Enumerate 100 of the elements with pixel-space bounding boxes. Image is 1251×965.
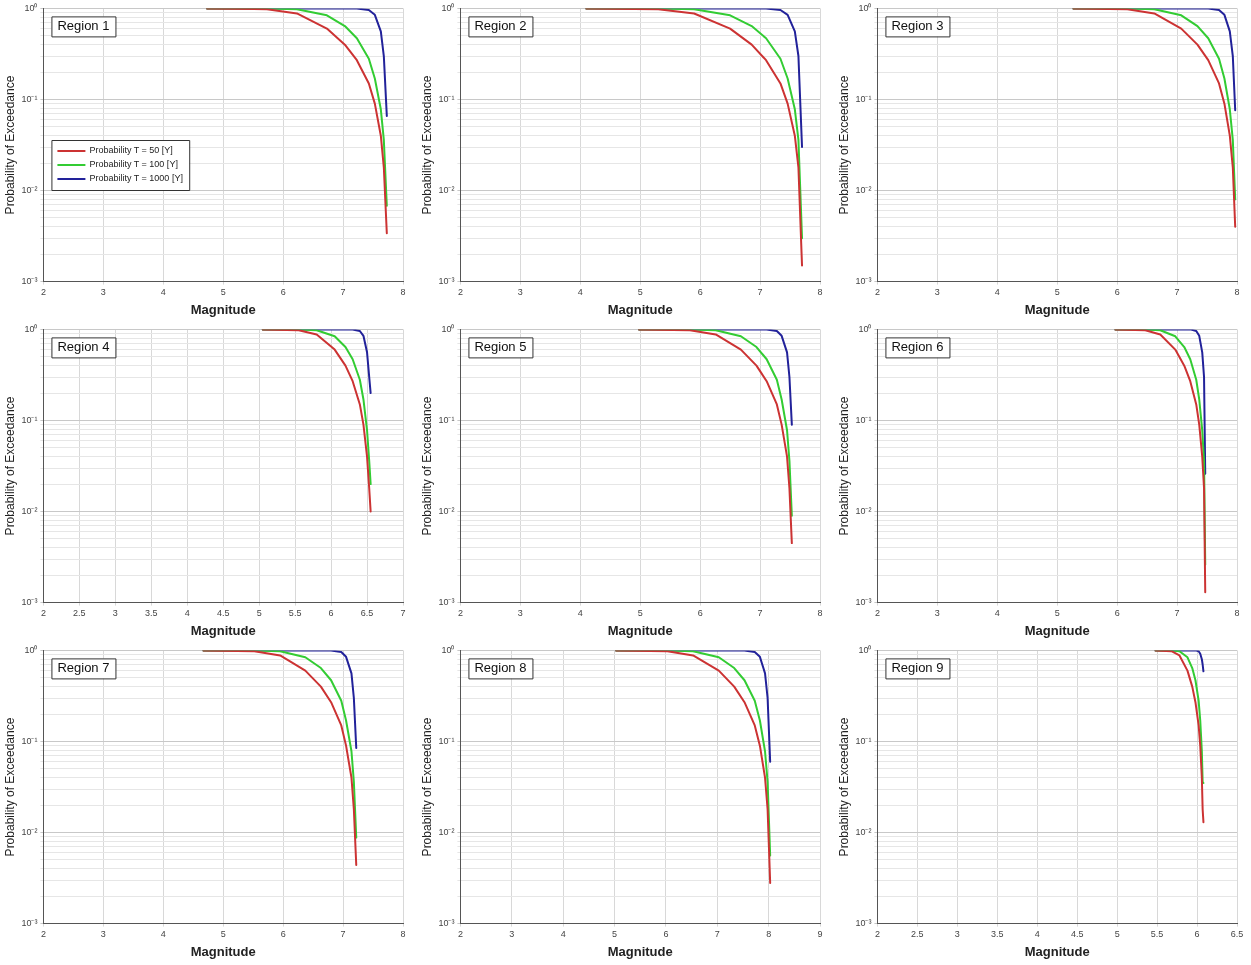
- x-tick-label: 2.5: [73, 608, 86, 619]
- y-tick-label: 10⁻³: [21, 276, 38, 287]
- x-tick-label: 4: [160, 929, 166, 940]
- x-tick-label: 6.5: [1230, 929, 1244, 940]
- y-tick-label: 10⁰: [441, 644, 455, 655]
- x-tick-label: 2: [874, 287, 880, 298]
- x-tick-label: 3: [112, 608, 118, 619]
- x-tick-label: 6.5: [360, 608, 374, 619]
- x-tick-label: 4: [560, 929, 566, 940]
- y-tick-label: 10⁻²: [438, 506, 455, 517]
- y-tick-label: 10⁻¹: [855, 93, 872, 104]
- x-axis-title: Magnitude: [190, 622, 256, 638]
- y-tick-label: 10⁻³: [855, 597, 872, 608]
- x-tick-label: 2: [40, 608, 46, 619]
- x-tick-label: 2: [457, 608, 463, 619]
- x-tick-label: 6: [1114, 608, 1120, 619]
- y-tick-label: 10⁻¹: [21, 93, 38, 104]
- y-tick-label: 10⁰: [24, 644, 38, 655]
- y-tick-label: 10⁻¹: [855, 414, 872, 425]
- y-axis-title: Probability of Exceedance: [836, 396, 851, 536]
- legend-label: Probability T = 100 [Y]: [89, 159, 178, 170]
- y-tick-label: 10⁻²: [438, 185, 455, 196]
- y-tick-label: 10⁻³: [438, 918, 455, 929]
- y-tick-label: 10⁻²: [855, 506, 872, 517]
- y-tick-label: 10⁰: [24, 323, 38, 334]
- y-tick-label: 10⁻²: [438, 827, 455, 838]
- x-axis-title: Magnitude: [1024, 301, 1090, 317]
- x-tick-label: 8: [400, 929, 406, 940]
- x-tick-label: 7: [340, 287, 346, 298]
- x-tick-label: 5: [612, 929, 618, 940]
- x-tick-label: 5: [220, 929, 226, 940]
- annotation: Region 7: [57, 660, 110, 676]
- legend-label: Probability T = 50 [Y]: [89, 145, 173, 156]
- y-axis-title: Probability of Exceedance: [419, 75, 434, 215]
- x-tick-label: 8: [817, 287, 823, 298]
- x-axis-title: Magnitude: [607, 943, 673, 959]
- x-tick-label: 6: [697, 608, 703, 619]
- x-tick-label: 7: [757, 287, 763, 298]
- y-tick-label: 10⁰: [24, 2, 38, 13]
- annotation: Region 3: [891, 18, 944, 34]
- y-tick-label: 10⁰: [441, 2, 455, 13]
- y-tick-label: 10⁰: [441, 323, 455, 334]
- y-tick-label: 10⁻¹: [855, 735, 872, 746]
- y-axis-title: Probability of Exceedance: [2, 717, 17, 857]
- y-tick-label: 10⁻²: [21, 185, 38, 196]
- y-axis-title: Probability of Exceedance: [2, 75, 17, 215]
- x-tick-label: 2: [457, 287, 463, 298]
- x-axis-title: Magnitude: [190, 301, 256, 317]
- annotation: Region 8: [474, 660, 527, 676]
- x-tick-label: 5: [256, 608, 262, 619]
- x-tick-label: 9: [817, 929, 823, 940]
- x-tick-label: 6: [697, 287, 703, 298]
- y-tick-label: 10⁻¹: [438, 735, 455, 746]
- y-axis-title: Probability of Exceedance: [419, 717, 434, 857]
- annotation: Region 6: [891, 339, 944, 355]
- x-tick-label: 3: [100, 287, 106, 298]
- y-tick-label: 10⁻¹: [438, 414, 455, 425]
- x-tick-label: 5: [1054, 287, 1060, 298]
- x-tick-label: 8: [1234, 287, 1240, 298]
- y-tick-label: 10⁻³: [855, 276, 872, 287]
- x-tick-label: 2.5: [911, 929, 924, 940]
- x-tick-label: 3: [934, 608, 940, 619]
- x-tick-label: 4.5: [1070, 929, 1084, 940]
- x-axis-title: Magnitude: [190, 943, 256, 959]
- y-tick-label: 10⁻¹: [21, 414, 38, 425]
- x-tick-label: 4: [994, 608, 1000, 619]
- x-tick-label: 8: [766, 929, 772, 940]
- y-axis-title: Probability of Exceedance: [2, 396, 17, 536]
- x-tick-label: 3: [954, 929, 960, 940]
- x-tick-label: 3.5: [145, 608, 158, 619]
- x-tick-label: 6: [1194, 929, 1200, 940]
- annotation: Region 2: [474, 18, 527, 34]
- x-tick-label: 2: [40, 929, 46, 940]
- x-tick-label: 4: [160, 287, 166, 298]
- x-tick-label: 8: [1234, 608, 1240, 619]
- y-axis-title: Probability of Exceedance: [836, 717, 851, 857]
- y-tick-label: 10⁻²: [21, 827, 38, 838]
- y-tick-label: 10⁰: [858, 323, 872, 334]
- legend-label: Probability T = 1000 [Y]: [89, 173, 183, 184]
- y-tick-label: 10⁰: [858, 644, 872, 655]
- x-tick-label: 7: [340, 929, 346, 940]
- y-tick-label: 10⁻³: [21, 918, 38, 929]
- y-tick-label: 10⁻³: [438, 597, 455, 608]
- x-tick-label: 7: [1174, 287, 1180, 298]
- y-tick-label: 10⁰: [858, 2, 872, 13]
- x-axis-title: Magnitude: [1024, 943, 1090, 959]
- x-tick-label: 6: [1114, 287, 1120, 298]
- x-tick-label: 4: [1034, 929, 1040, 940]
- x-tick-label: 6: [663, 929, 669, 940]
- x-tick-label: 7: [714, 929, 720, 940]
- x-tick-label: 4: [184, 608, 190, 619]
- x-tick-label: 3: [517, 287, 523, 298]
- x-tick-label: 4: [577, 608, 583, 619]
- x-tick-label: 4: [577, 287, 583, 298]
- x-tick-label: 7: [400, 608, 406, 619]
- x-tick-label: 8: [400, 287, 406, 298]
- x-tick-label: 6: [328, 608, 334, 619]
- y-tick-label: 10⁻²: [855, 185, 872, 196]
- y-axis-title: Probability of Exceedance: [419, 396, 434, 536]
- x-tick-label: 7: [757, 608, 763, 619]
